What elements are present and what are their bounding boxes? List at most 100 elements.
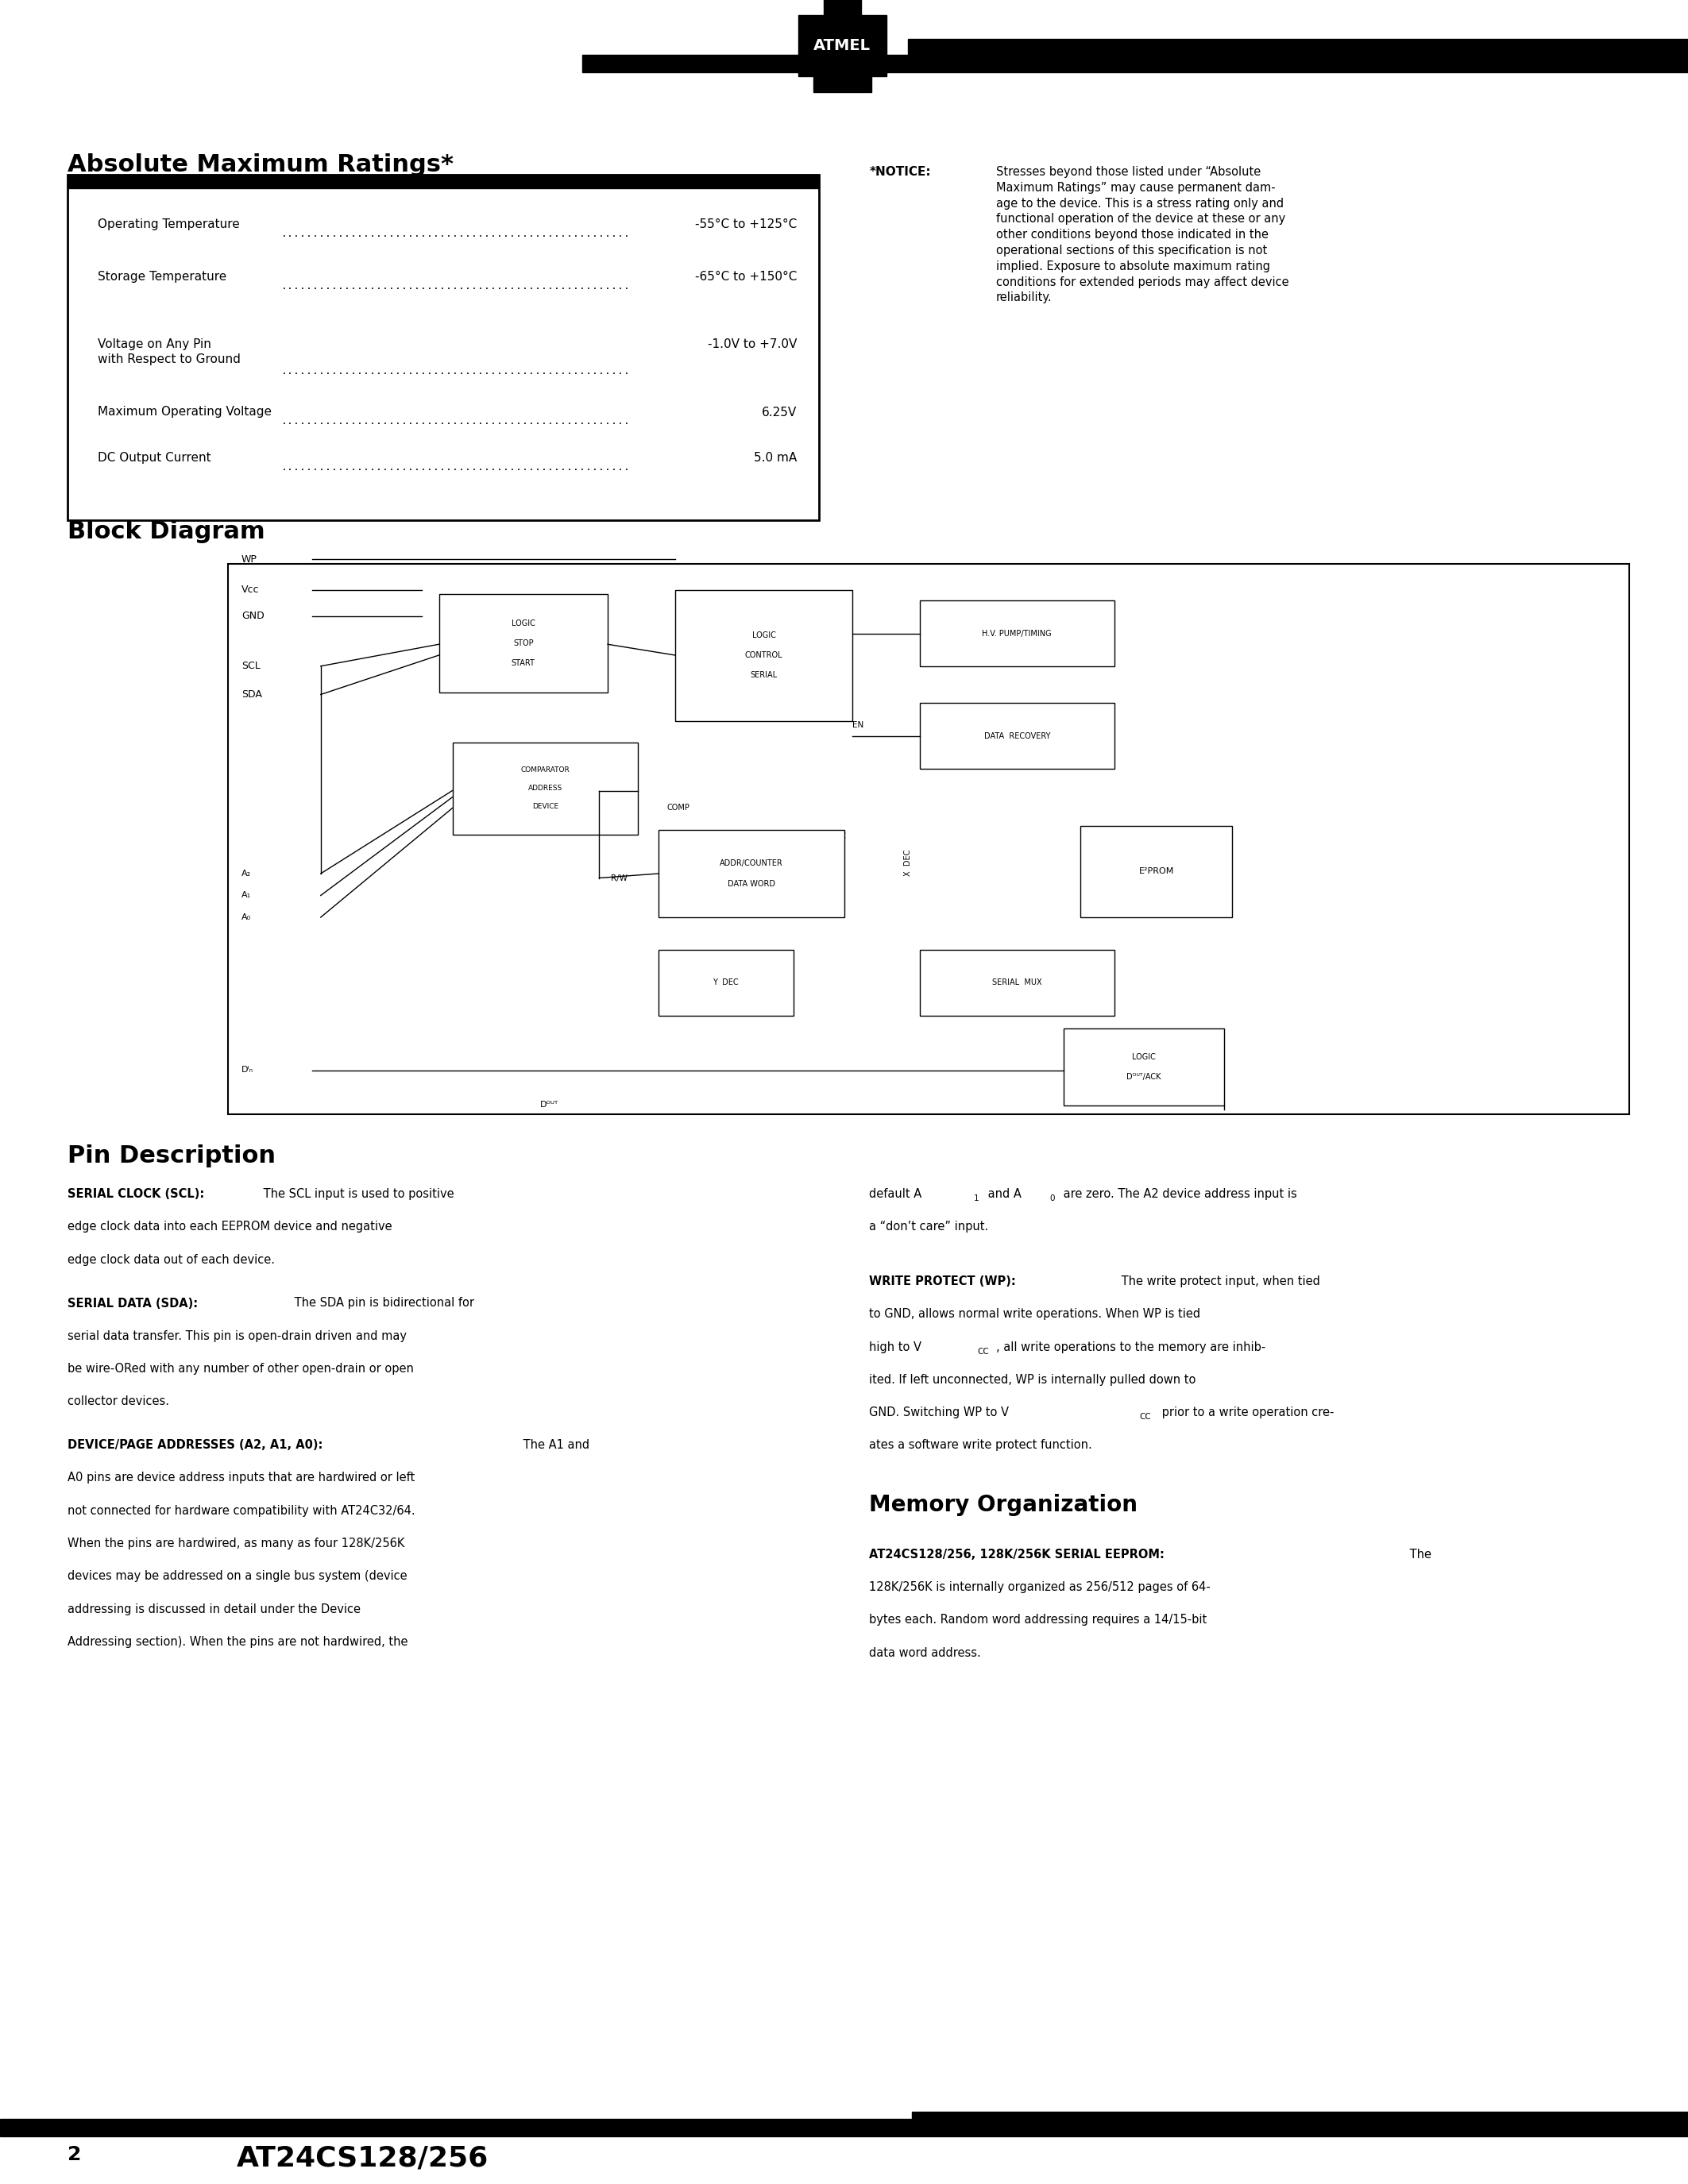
Text: DEVICE: DEVICE: [532, 804, 559, 810]
Text: The SCL input is used to positive: The SCL input is used to positive: [260, 1188, 454, 1199]
Text: SCL: SCL: [241, 662, 260, 670]
Text: SDA: SDA: [241, 690, 262, 699]
Text: A₀: A₀: [241, 913, 252, 922]
Text: Pin Description: Pin Description: [68, 1144, 275, 1168]
Text: .......................................................: ........................................…: [280, 229, 631, 238]
Text: A₂: A₂: [241, 869, 252, 878]
Text: Block Diagram: Block Diagram: [68, 520, 265, 544]
Text: Maximum Operating Voltage: Maximum Operating Voltage: [98, 406, 272, 417]
Bar: [798, 15, 886, 76]
Text: .......................................................: ........................................…: [280, 367, 631, 376]
Text: .......................................................: ........................................…: [280, 463, 631, 472]
Bar: [814, 76, 871, 92]
Text: E²PROM: E²PROM: [1139, 867, 1173, 876]
Text: -65°C to +150°C: -65°C to +150°C: [695, 271, 797, 282]
Text: devices may be addressed on a single bus system (device: devices may be addressed on a single bus…: [68, 1570, 407, 1581]
Text: collector devices.: collector devices.: [68, 1396, 169, 1406]
Text: STOP: STOP: [513, 640, 533, 646]
Text: GND: GND: [241, 612, 265, 620]
Text: CC: CC: [1139, 1413, 1151, 1422]
Text: ADDRESS: ADDRESS: [528, 784, 562, 793]
Text: INC: INC: [832, 832, 846, 841]
Text: COMP: COMP: [667, 804, 690, 812]
Text: CC: CC: [977, 1348, 989, 1356]
Text: prior to a write operation cre-: prior to a write operation cre-: [1158, 1406, 1334, 1417]
Text: default A: default A: [869, 1188, 922, 1199]
Text: DC Output Current: DC Output Current: [98, 452, 211, 463]
Text: ADDR/COUNTER: ADDR/COUNTER: [719, 860, 783, 867]
Text: GND. Switching WP to V: GND. Switching WP to V: [869, 1406, 1009, 1417]
Bar: [908, 39, 1688, 70]
Text: DEVICE/PAGE ADDRESSES (A2, A1, A0):: DEVICE/PAGE ADDRESSES (A2, A1, A0):: [68, 1439, 322, 1450]
Text: LOGIC: LOGIC: [751, 631, 776, 640]
Text: COMPARATOR: COMPARATOR: [520, 767, 571, 773]
Text: and A: and A: [984, 1188, 1021, 1199]
Bar: [920, 703, 1114, 769]
Bar: [658, 830, 844, 917]
Text: LOGIC: LOGIC: [1131, 1053, 1156, 1061]
Text: Y  DEC: Y DEC: [712, 978, 739, 987]
Text: serial data transfer. This pin is open-drain driven and may: serial data transfer. This pin is open-d…: [68, 1330, 407, 1341]
Text: be wire-ORed with any number of other open-drain or open: be wire-ORed with any number of other op…: [68, 1363, 414, 1374]
Text: The SDA pin is bidirectional for: The SDA pin is bidirectional for: [290, 1297, 474, 1308]
Text: The write protect input, when tied: The write protect input, when tied: [1117, 1275, 1320, 1286]
Text: edge clock data out of each device.: edge clock data out of each device.: [68, 1254, 275, 1265]
Text: Operating Temperature: Operating Temperature: [98, 218, 240, 229]
Text: .......................................................: ........................................…: [280, 282, 631, 290]
Text: -55°C to +125°C: -55°C to +125°C: [695, 218, 797, 229]
Text: Memory Organization: Memory Organization: [869, 1494, 1138, 1516]
Text: R/W: R/W: [611, 874, 628, 882]
Text: a “don’t care” input.: a “don’t care” input.: [869, 1221, 989, 1232]
Text: Absolute Maximum Ratings*: Absolute Maximum Ratings*: [68, 153, 454, 177]
Text: X  DEC: X DEC: [905, 850, 912, 876]
Bar: [920, 950, 1114, 1016]
Text: When the pins are hardwired, as many as four 128K/256K: When the pins are hardwired, as many as …: [68, 1538, 405, 1548]
Bar: [824, 0, 861, 17]
Bar: [658, 950, 793, 1016]
Text: .......................................................: ........................................…: [280, 417, 631, 426]
Text: WRITE PROTECT (WP):: WRITE PROTECT (WP):: [869, 1275, 1016, 1286]
Bar: [68, 175, 819, 520]
Text: A0 pins are device address inputs that are hardwired or left: A0 pins are device address inputs that a…: [68, 1472, 415, 1483]
Text: LOAD: LOAD: [765, 832, 787, 841]
Bar: [582, 55, 1688, 72]
Text: 1: 1: [974, 1195, 979, 1203]
Text: data word address.: data word address.: [869, 1647, 981, 1658]
Text: Storage Temperature: Storage Temperature: [98, 271, 226, 282]
Text: to GND, allows normal write operations. When WP is tied: to GND, allows normal write operations. …: [869, 1308, 1200, 1319]
Text: Voltage on Any Pin
with Respect to Ground: Voltage on Any Pin with Respect to Groun…: [98, 339, 241, 365]
Text: , all write operations to the memory are inhib-: , all write operations to the memory are…: [996, 1341, 1266, 1352]
Text: LOAD: LOAD: [540, 791, 562, 799]
Text: ATMEL: ATMEL: [814, 39, 871, 52]
Text: LOGIC: LOGIC: [511, 620, 535, 627]
Text: A₁: A₁: [241, 891, 252, 900]
Text: are zero. The A2 device address input is: are zero. The A2 device address input is: [1060, 1188, 1298, 1199]
Text: Vᴄᴄ: Vᴄᴄ: [241, 585, 260, 594]
Text: START: START: [511, 660, 535, 666]
Text: Addressing section). When the pins are not hardwired, the: Addressing section). When the pins are n…: [68, 1636, 408, 1647]
Text: -1.0V to +7.0V: -1.0V to +7.0V: [707, 339, 797, 349]
Text: SERIAL  MUX: SERIAL MUX: [993, 978, 1041, 987]
Text: The A1 and: The A1 and: [520, 1439, 589, 1450]
Text: 2: 2: [68, 2145, 81, 2164]
Text: ited. If left unconnected, WP is internally pulled down to: ited. If left unconnected, WP is interna…: [869, 1374, 1197, 1385]
Text: Dᴼᵁᵀ/ACK: Dᴼᵁᵀ/ACK: [1126, 1072, 1161, 1081]
Bar: [1080, 826, 1232, 917]
Text: 128K/256K is internally organized as 256/512 pages of 64-: 128K/256K is internally organized as 256…: [869, 1581, 1210, 1592]
Text: Dᴵₙ: Dᴵₙ: [241, 1066, 253, 1075]
Bar: [0, 2118, 1688, 2136]
Bar: [675, 590, 852, 721]
Text: *NOTICE:: *NOTICE:: [869, 166, 932, 177]
Text: SERIAL CLOCK (SCL):: SERIAL CLOCK (SCL):: [68, 1188, 204, 1199]
Text: SERIAL: SERIAL: [749, 670, 778, 679]
Bar: [920, 601, 1114, 666]
Bar: [1063, 1029, 1224, 1105]
Text: CONTROL: CONTROL: [744, 651, 783, 660]
Text: edge clock data into each EEPROM device and negative: edge clock data into each EEPROM device …: [68, 1221, 392, 1232]
Bar: [452, 743, 638, 834]
Text: Stresses beyond those listed under “Absolute
Maximum Ratings” may cause permanen: Stresses beyond those listed under “Abso…: [996, 166, 1288, 304]
Text: AT24CS128/256, 128K/256K SERIAL EEPROM:: AT24CS128/256, 128K/256K SERIAL EEPROM:: [869, 1548, 1165, 1559]
Bar: [68, 175, 819, 188]
Text: Dᴼᵁᵀ: Dᴼᵁᵀ: [540, 1101, 559, 1109]
Text: ates a software write protect function.: ates a software write protect function.: [869, 1439, 1092, 1450]
